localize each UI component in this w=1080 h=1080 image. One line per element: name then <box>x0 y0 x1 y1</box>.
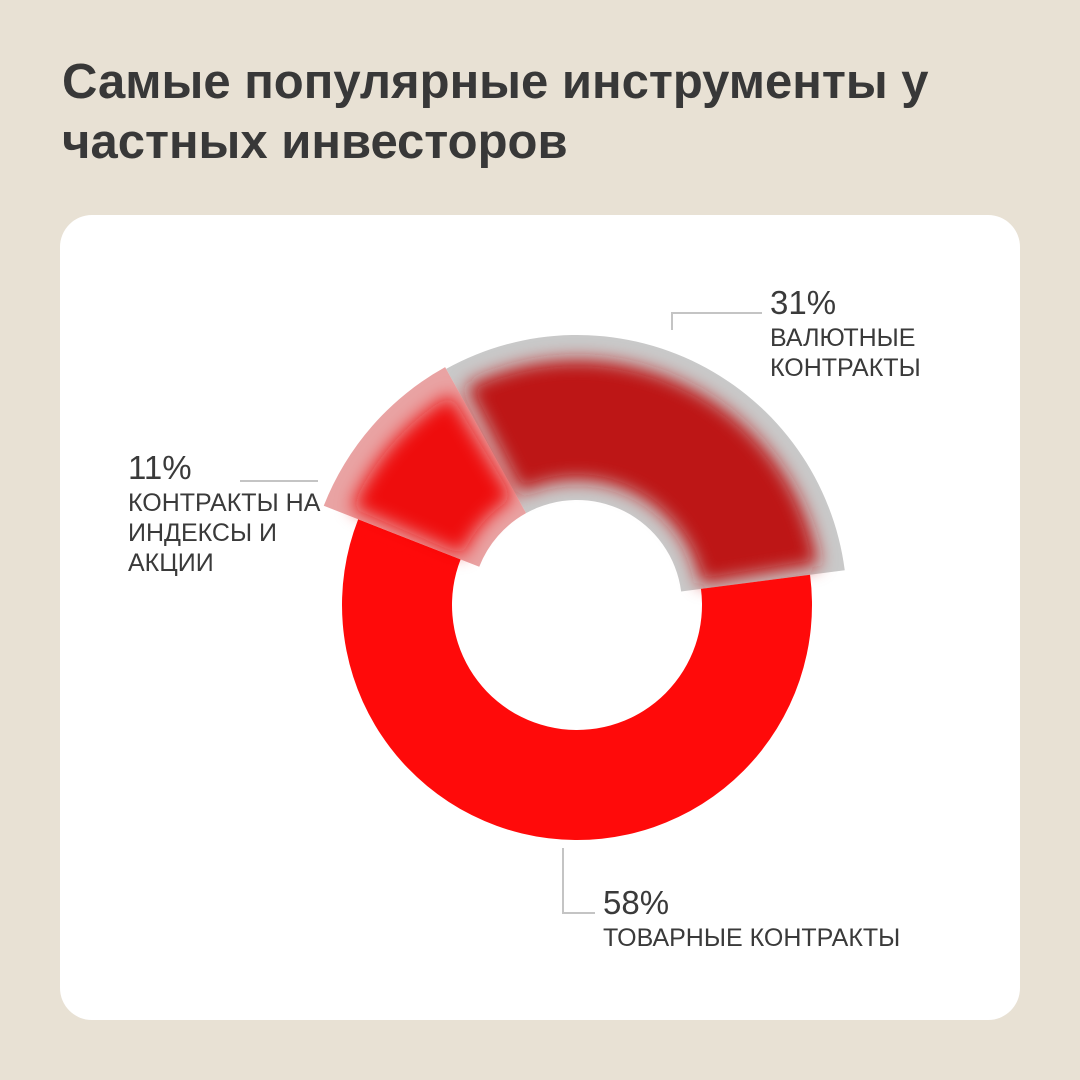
slice <box>465 360 819 585</box>
category-label: ВАЛЮТНЫЕ КОНТРАКТЫ <box>770 324 921 382</box>
leader-line <box>671 312 762 330</box>
category-label: ТОВАРНЫЕ КОНТРАКТЫ <box>603 924 901 952</box>
slice-label: 31% ВАЛЮТНЫЕ КОНТРАКТЫ <box>770 283 970 383</box>
slice <box>352 394 513 556</box>
chart-title: Самые популярные инструменты у частных и… <box>62 55 929 169</box>
value-label: 31% <box>770 284 837 321</box>
slice-label: 58% ТОВАРНЫЕ КОНТРАКТЫ <box>603 883 963 953</box>
category-label: КОНТРАКТЫ НА ИНДЕКСЫ И АКЦИИ <box>128 489 321 577</box>
leader-line <box>562 848 595 914</box>
value-label: 58% <box>603 884 670 921</box>
value-label: 11% <box>128 449 192 486</box>
slice-label: 11% КОНТРАКТЫ НА ИНДЕКСЫ И АКЦИИ <box>128 448 328 578</box>
slice <box>341 519 812 840</box>
